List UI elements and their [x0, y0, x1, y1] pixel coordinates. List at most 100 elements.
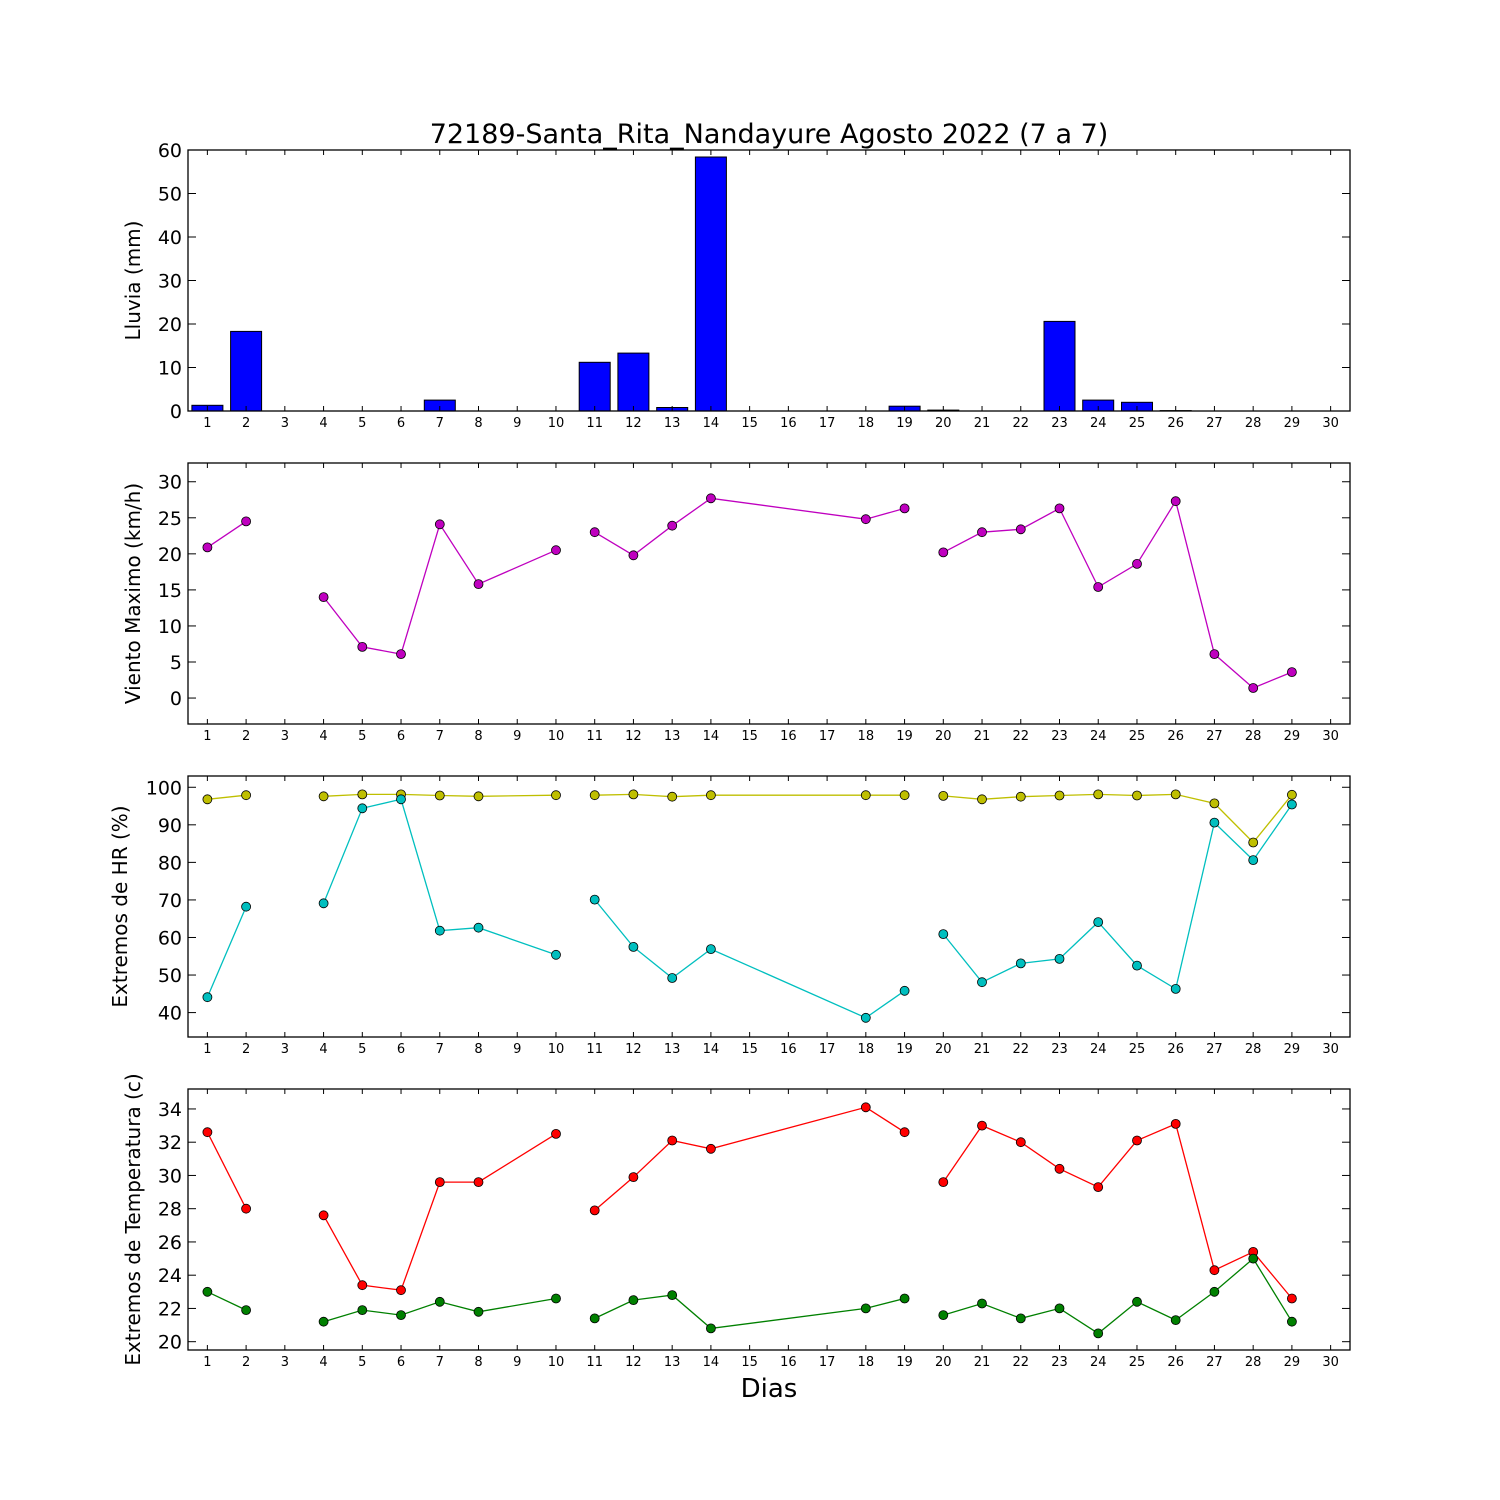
series-1-point-day-6: [396, 1285, 406, 1296]
series-2-point-day-18: [860, 1012, 871, 1023]
x-tick-label: 23: [1051, 1042, 1068, 1057]
x-tick-label: 3: [281, 1355, 289, 1370]
series-1-point-day-5: [357, 642, 368, 652]
series-1-point-day-8: [473, 791, 484, 802]
series-1-line-segment-3: [594, 1106, 905, 1211]
x-tick-label: 21: [974, 1042, 991, 1057]
x-tick-label: 17: [819, 729, 836, 744]
series-1-point-day-26: [1170, 1119, 1181, 1129]
series-2-point-day-10: [551, 949, 561, 960]
x-tick-label: 6: [397, 1355, 405, 1370]
x-tick-label: 5: [358, 416, 366, 431]
x-tick-label: 12: [625, 729, 642, 744]
x-tick-label: 6: [397, 416, 405, 431]
x-tick-label: 28: [1245, 416, 1262, 431]
y-tick-label: 20: [158, 544, 182, 566]
series-2-point-day-8: [473, 1306, 484, 1317]
x-tick-label: 27: [1206, 416, 1223, 431]
series-1-point-day-10: [551, 1129, 561, 1139]
y-tick-label: 28: [158, 1199, 182, 1221]
series-1-point-day-1: [202, 794, 213, 805]
x-tick-label: 4: [319, 1355, 327, 1370]
x-tick-label: 1: [203, 416, 211, 431]
x-tick-label: 20: [935, 416, 952, 431]
x-tick-label: 5: [358, 1042, 366, 1057]
series-1-point-day-18: [860, 514, 871, 525]
x-tick-label: 12: [625, 1355, 642, 1370]
x-tick-label: 3: [281, 1042, 289, 1057]
x-tick-label: 30: [1322, 1042, 1339, 1057]
x-tick-label: 17: [819, 1042, 836, 1057]
panel-4: 1 2 3 4 5 6 7 8 9 10 11 12 13 14 15 16 17 18 19 20 21 22 23 24 2…: [121, 1073, 1351, 1370]
x-tick-label: 19: [896, 729, 913, 744]
series-1-point-day-18: [860, 790, 871, 801]
series-1-point-day-7: [434, 1177, 445, 1187]
x-tick-label: 6: [397, 1042, 405, 1057]
x-tick-label: 19: [896, 1355, 913, 1370]
x-tick-label: 30: [1322, 729, 1339, 744]
series-1-point-day-4: [318, 592, 329, 602]
series-2-point-day-10: [551, 1293, 561, 1304]
series-1-line-segment-1: [207, 520, 247, 548]
series-2-line-segment-1: [206, 906, 247, 998]
series-2-point-day-19: [899, 985, 910, 996]
x-tick-label: 16: [780, 416, 797, 431]
series-2-point-day-23: [1054, 1303, 1065, 1314]
x-tick-label: 11: [586, 416, 603, 431]
x-tick-label: 4: [319, 729, 327, 744]
x-tick-label: 19: [896, 416, 913, 431]
series-1-point-day-27: [1209, 649, 1220, 659]
series-1-point-day-7: [434, 790, 445, 801]
x-tick-label: 21: [974, 416, 991, 431]
series-2-point-day-1: [202, 1286, 213, 1297]
series-1-point-day-29: [1287, 1293, 1297, 1304]
x-tick-label: 13: [664, 1042, 681, 1057]
x-tick-label: 1: [203, 1042, 211, 1057]
series-1-point-day-13: [667, 1135, 678, 1146]
x-tick-label: 27: [1206, 1042, 1223, 1057]
series-1-point-day-21: [977, 794, 987, 805]
panel-2: 1 2 3 4 5 6 7 8 9 10 11 12 13 14 15 16 17 18 19 20 21 22 23 24 2…: [121, 462, 1351, 744]
series-1-point-day-2: [241, 790, 252, 801]
x-tick-label: 14: [703, 1355, 720, 1370]
y-tick-label: 100: [146, 777, 182, 799]
panel-3: 1 2 3 4 5 6 7 8 9 10 11 12 13 14 15 16 17 18 19 20 21 22 23 24 2…: [108, 775, 1351, 1057]
series-2-point-day-20: [938, 929, 949, 939]
chart-panels: 1 2 3 4 5 6 7 8 9 10 11 12 13 14 15 16 17 18 19 20 21 22 23 24 2…: [108, 140, 1351, 1370]
series-1-point-day-7: [434, 519, 445, 530]
series-1-point-day-24: [1093, 789, 1104, 800]
series-2-point-day-18: [860, 1303, 871, 1314]
x-tick-label: 9: [513, 729, 521, 744]
x-tick-label: 11: [586, 729, 603, 744]
series-1-point-day-20: [938, 1177, 949, 1187]
x-tick-label: 12: [625, 416, 642, 431]
series-2-point-day-28: [1248, 1253, 1259, 1264]
series-2-point-day-25: [1132, 1296, 1142, 1307]
series-2-line-segment-3: [594, 899, 905, 1019]
series-1-point-day-20: [938, 547, 949, 558]
y-tick-label: 60: [158, 927, 182, 949]
panel-frame: [187, 1088, 1351, 1351]
series-1-line-segment-4: [943, 793, 1293, 844]
y-tick-label: 10: [158, 616, 182, 638]
series-1-line-segment-1: [206, 1131, 247, 1209]
bar-day-12: [617, 352, 650, 412]
x-tick-label: 8: [474, 1355, 482, 1370]
x-tick-label: 9: [513, 1355, 521, 1370]
y-tick-label: 15: [158, 580, 182, 602]
y-tick-label: 20: [158, 1332, 182, 1354]
x-tick-label: 26: [1167, 1355, 1184, 1370]
series-1-point-day-23: [1054, 790, 1065, 801]
x-tick-label: 1: [203, 729, 211, 744]
x-tick-label: 18: [858, 729, 875, 744]
x-tick-label: 27: [1206, 1355, 1223, 1370]
y-tick-label: 50: [158, 184, 182, 206]
x-tick-label: 7: [436, 416, 444, 431]
x-tick-label: 7: [436, 1355, 444, 1370]
y-axis-label: Viento Maximo (km/h): [121, 483, 145, 704]
series-1-point-day-1: [202, 542, 213, 553]
x-tick-label: 7: [436, 729, 444, 744]
series-2-point-day-12: [628, 1295, 639, 1305]
y-tick-label: 25: [158, 508, 182, 530]
series-2-point-day-7: [434, 1296, 445, 1307]
